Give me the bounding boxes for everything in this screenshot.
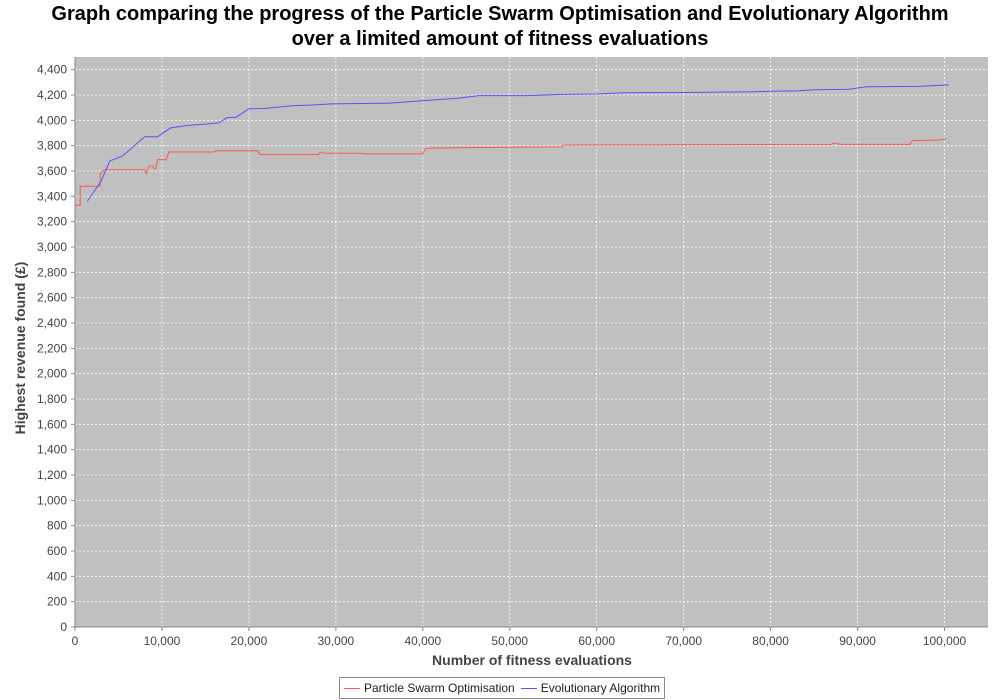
y-tick-label: 2,000 xyxy=(37,367,67,381)
x-tick-label: 70,000 xyxy=(665,634,702,648)
y-tick-label: 3,200 xyxy=(37,215,67,229)
y-tick-label: 1,800 xyxy=(37,392,67,406)
y-tick-label: 1,600 xyxy=(37,417,67,431)
y-tick-label: 2,800 xyxy=(37,265,67,279)
legend-swatch-pso xyxy=(344,688,360,689)
y-tick-label: 4,400 xyxy=(37,63,67,77)
y-tick-label: 2,600 xyxy=(37,291,67,305)
x-tick-label: 20,000 xyxy=(231,634,268,648)
x-tick-label: 80,000 xyxy=(752,634,789,648)
plot-area xyxy=(75,57,988,627)
tick-labels: 0 200 400 600 800 1,000 1,200 1,400 1,600 1,800 2,… xyxy=(37,63,967,648)
series-line-pso xyxy=(75,138,947,206)
y-tick-label: 3,400 xyxy=(37,189,67,203)
legend-label-ea: Evolutionary Algorithm xyxy=(540,681,661,695)
x-axis-label: Number of fitness evaluations xyxy=(432,652,632,668)
y-tick-label: 2,200 xyxy=(37,341,67,355)
x-tick-label: 50,000 xyxy=(491,634,528,648)
x-tick-label: 10,000 xyxy=(144,634,181,648)
y-tick-label: 1,200 xyxy=(37,468,67,482)
y-tick-label: 3,600 xyxy=(37,164,67,178)
y-tick-label: 400 xyxy=(47,569,67,583)
y-tick-label: 1,000 xyxy=(37,493,67,507)
y-tick-label: 0 xyxy=(60,620,67,634)
legend-item-ea: Evolutionary Algorithm xyxy=(520,681,661,695)
y-tick-label: 3,000 xyxy=(37,240,67,254)
y-axis-label: Highest revenue found (£) xyxy=(12,262,28,435)
legend-item-pso: Particle Swarm Optimisation xyxy=(344,681,515,695)
axes xyxy=(71,57,988,631)
legend-swatch-ea xyxy=(520,688,537,689)
x-tick-label: 90,000 xyxy=(839,634,876,648)
chart-title-line-2: over a limited amount of fitness evaluat… xyxy=(291,28,709,50)
y-tick-label: 800 xyxy=(47,519,67,533)
y-tick-label: 3,800 xyxy=(37,139,67,153)
x-tick-label: 100,000 xyxy=(923,634,967,648)
legend: Particle Swarm Optimisation Evolutionary… xyxy=(339,677,666,699)
y-tick-label: 600 xyxy=(47,544,67,558)
x-tick-label: 60,000 xyxy=(578,634,615,648)
x-tick-label: 0 xyxy=(72,634,79,648)
series-line-ea xyxy=(86,84,949,202)
chart-title: Graph comparing the progress of the Part… xyxy=(0,2,1000,52)
gridlines xyxy=(75,57,988,627)
chart-title-line-1: Graph comparing the progress of the Part… xyxy=(51,3,949,25)
y-tick-label: 1,400 xyxy=(37,443,67,457)
x-tick-label: 30,000 xyxy=(318,634,355,648)
y-tick-label: 4,000 xyxy=(37,113,67,127)
y-tick-label: 2,400 xyxy=(37,316,67,330)
series-lines xyxy=(75,84,949,206)
y-tick-label: 200 xyxy=(47,595,67,609)
legend-label-pso: Particle Swarm Optimisation xyxy=(364,681,515,695)
x-tick-label: 40,000 xyxy=(404,634,441,648)
y-tick-label: 4,200 xyxy=(37,88,67,102)
